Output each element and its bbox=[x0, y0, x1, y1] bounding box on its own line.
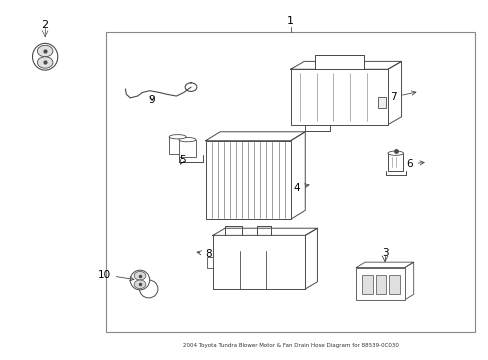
Bar bbox=[179, 140, 196, 157]
Circle shape bbox=[37, 57, 53, 68]
Text: 9: 9 bbox=[148, 95, 155, 105]
Bar bbox=[388, 275, 399, 294]
Ellipse shape bbox=[32, 43, 58, 70]
Bar bbox=[290, 69, 387, 125]
Bar bbox=[169, 137, 186, 154]
Bar bbox=[362, 275, 372, 294]
Ellipse shape bbox=[130, 270, 149, 290]
Text: 2: 2 bbox=[41, 19, 49, 30]
Polygon shape bbox=[356, 262, 413, 267]
Text: 10: 10 bbox=[98, 270, 134, 281]
Bar bbox=[377, 97, 385, 108]
Text: 2004 Toyota Tundra Blower Motor & Fan Drain Hose Diagram for 88539-0C030: 2004 Toyota Tundra Blower Motor & Fan Dr… bbox=[183, 342, 398, 347]
Bar bbox=[205, 141, 290, 219]
Bar bbox=[106, 32, 474, 332]
Polygon shape bbox=[404, 262, 413, 300]
Text: 7: 7 bbox=[389, 91, 415, 102]
Text: 1: 1 bbox=[286, 16, 294, 26]
Text: 5: 5 bbox=[179, 156, 185, 165]
Ellipse shape bbox=[169, 135, 186, 139]
Text: 6: 6 bbox=[405, 159, 423, 169]
Bar bbox=[356, 267, 404, 300]
Circle shape bbox=[37, 45, 53, 57]
Polygon shape bbox=[305, 228, 317, 289]
Bar bbox=[387, 153, 403, 171]
Text: 3: 3 bbox=[381, 248, 387, 258]
Polygon shape bbox=[290, 62, 401, 69]
Text: 4: 4 bbox=[292, 183, 308, 193]
Polygon shape bbox=[205, 132, 305, 141]
Polygon shape bbox=[387, 62, 401, 125]
Ellipse shape bbox=[387, 151, 403, 156]
Ellipse shape bbox=[179, 138, 196, 142]
Polygon shape bbox=[290, 132, 305, 219]
Text: 8: 8 bbox=[197, 249, 211, 259]
Bar bbox=[206, 257, 213, 267]
Polygon shape bbox=[212, 228, 317, 235]
Bar bbox=[375, 275, 386, 294]
Ellipse shape bbox=[139, 280, 158, 298]
Circle shape bbox=[134, 280, 145, 289]
Circle shape bbox=[134, 271, 145, 280]
Bar bbox=[314, 55, 363, 69]
